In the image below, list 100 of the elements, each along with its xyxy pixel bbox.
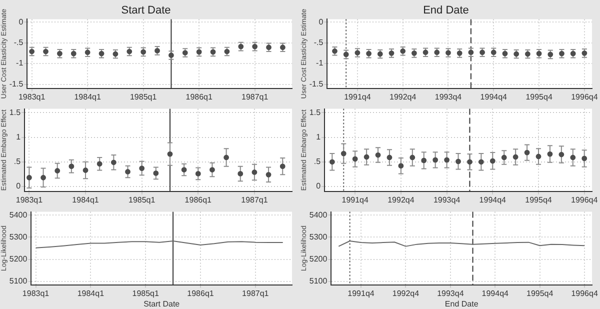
x-tick-label: 1993q4 [434,92,462,102]
x-tick-label: 1985q1 [128,195,156,204]
point [252,170,258,175]
x-tick-label: 1995q4 [526,92,553,102]
y-tick-label: 5400 [9,210,28,220]
x-axis-title: End Date [444,299,479,308]
y-tick-label: -1.5 [9,79,24,88]
point [490,158,496,164]
x-tick-label: 1996q4 [571,195,598,204]
x-tick-label: 1983q1 [18,92,46,102]
point [375,152,381,158]
x-axis-title: Start Date [144,299,180,308]
x-tick-label: 1993q4 [433,195,461,204]
y-tick-label: 0 [318,17,324,26]
point [110,160,116,166]
point [582,156,588,162]
point [558,152,564,158]
x-tick-label: 1992q4 [388,195,415,204]
x-tick-label: 1991q4 [342,195,369,204]
x-tick-label: 1993q4 [437,288,464,298]
y-tick-label: 5100 [9,276,28,286]
point [478,159,484,165]
x-tick-label: 1987q1 [242,288,270,298]
x-tick-label: 1994q4 [480,92,508,102]
y-tick-label: -.5 [14,38,24,48]
x-tick-label: 1984q1 [77,288,105,298]
point [512,154,518,160]
point [96,161,102,167]
y-tick-label: 1.5 [9,108,22,117]
x-tick-label: 1996q4 [571,92,598,102]
x-tick-label: 1996q4 [571,288,598,298]
point [68,164,74,170]
point [432,157,438,163]
y-tick-label: .5 [14,157,22,166]
x-tick-label: 1985q1 [130,92,158,102]
point [352,156,358,162]
point [467,159,472,165]
point [54,168,60,174]
point [266,172,272,178]
point [40,174,46,180]
point [536,154,542,160]
point [210,167,215,172]
y-tick-label: 1.5 [309,108,322,117]
point [444,157,450,163]
y-tick-label: 0 [316,182,322,191]
point [82,168,88,173]
point [125,169,130,174]
point [501,154,507,160]
x-tick-label: 1985q1 [132,288,160,298]
x-tick-label: 1986q1 [186,92,213,102]
x-tick-label: 1994q4 [482,288,510,298]
x-tick-label: 1983q1 [16,195,44,204]
point [340,150,346,156]
y-tick-label: 5200 [9,254,28,264]
point [570,154,576,160]
point [181,167,187,172]
point [329,159,335,165]
x-tick-label: 1992q4 [389,92,417,102]
y-tick-label: 5200 [309,254,328,264]
point [456,158,461,164]
point [421,158,427,164]
y-tick-label: 5100 [309,276,328,286]
chart-title: End Date [423,4,469,17]
y-tick-label: -1 [16,58,24,68]
x-tick-label: 1991q4 [344,92,372,102]
x-tick-label: 1984q1 [74,92,102,102]
x-tick-label: 1983q1 [22,288,50,298]
point [547,151,553,157]
point [524,150,530,156]
point [280,164,286,170]
x-tick-label: 1984q1 [72,195,100,204]
y-tick-label: 5300 [309,232,328,242]
y-tick-label: -1.5 [309,79,324,88]
x-tick-label: 1995q4 [526,288,554,298]
y-tick-label: 0 [18,17,24,26]
point [410,154,416,160]
y-tick-label: -.5 [314,38,324,48]
y-tick-label: 0 [16,182,22,191]
point [139,166,145,171]
point [364,154,370,160]
point [398,163,404,169]
point [195,171,201,176]
y-tick-label: 1 [316,132,322,142]
y-tick-label: .5 [314,157,322,166]
point [386,154,392,160]
point [153,170,159,176]
x-tick-label: 1986q1 [184,195,212,204]
y-tick-label: 5300 [9,232,28,242]
x-tick-label: 1994q4 [479,195,507,204]
x-tick-label: 1987q1 [241,92,269,102]
y-tick-label: 1 [16,132,22,142]
point [224,154,230,160]
chart-title: Start Date [121,4,171,17]
x-tick-label: 1986q1 [187,288,214,298]
point [167,151,173,157]
point [238,171,244,176]
y-tick-label: -1 [316,58,324,68]
x-tick-label: 1991q4 [348,288,375,298]
point [26,174,32,180]
x-tick-label: 1992q4 [392,288,420,298]
